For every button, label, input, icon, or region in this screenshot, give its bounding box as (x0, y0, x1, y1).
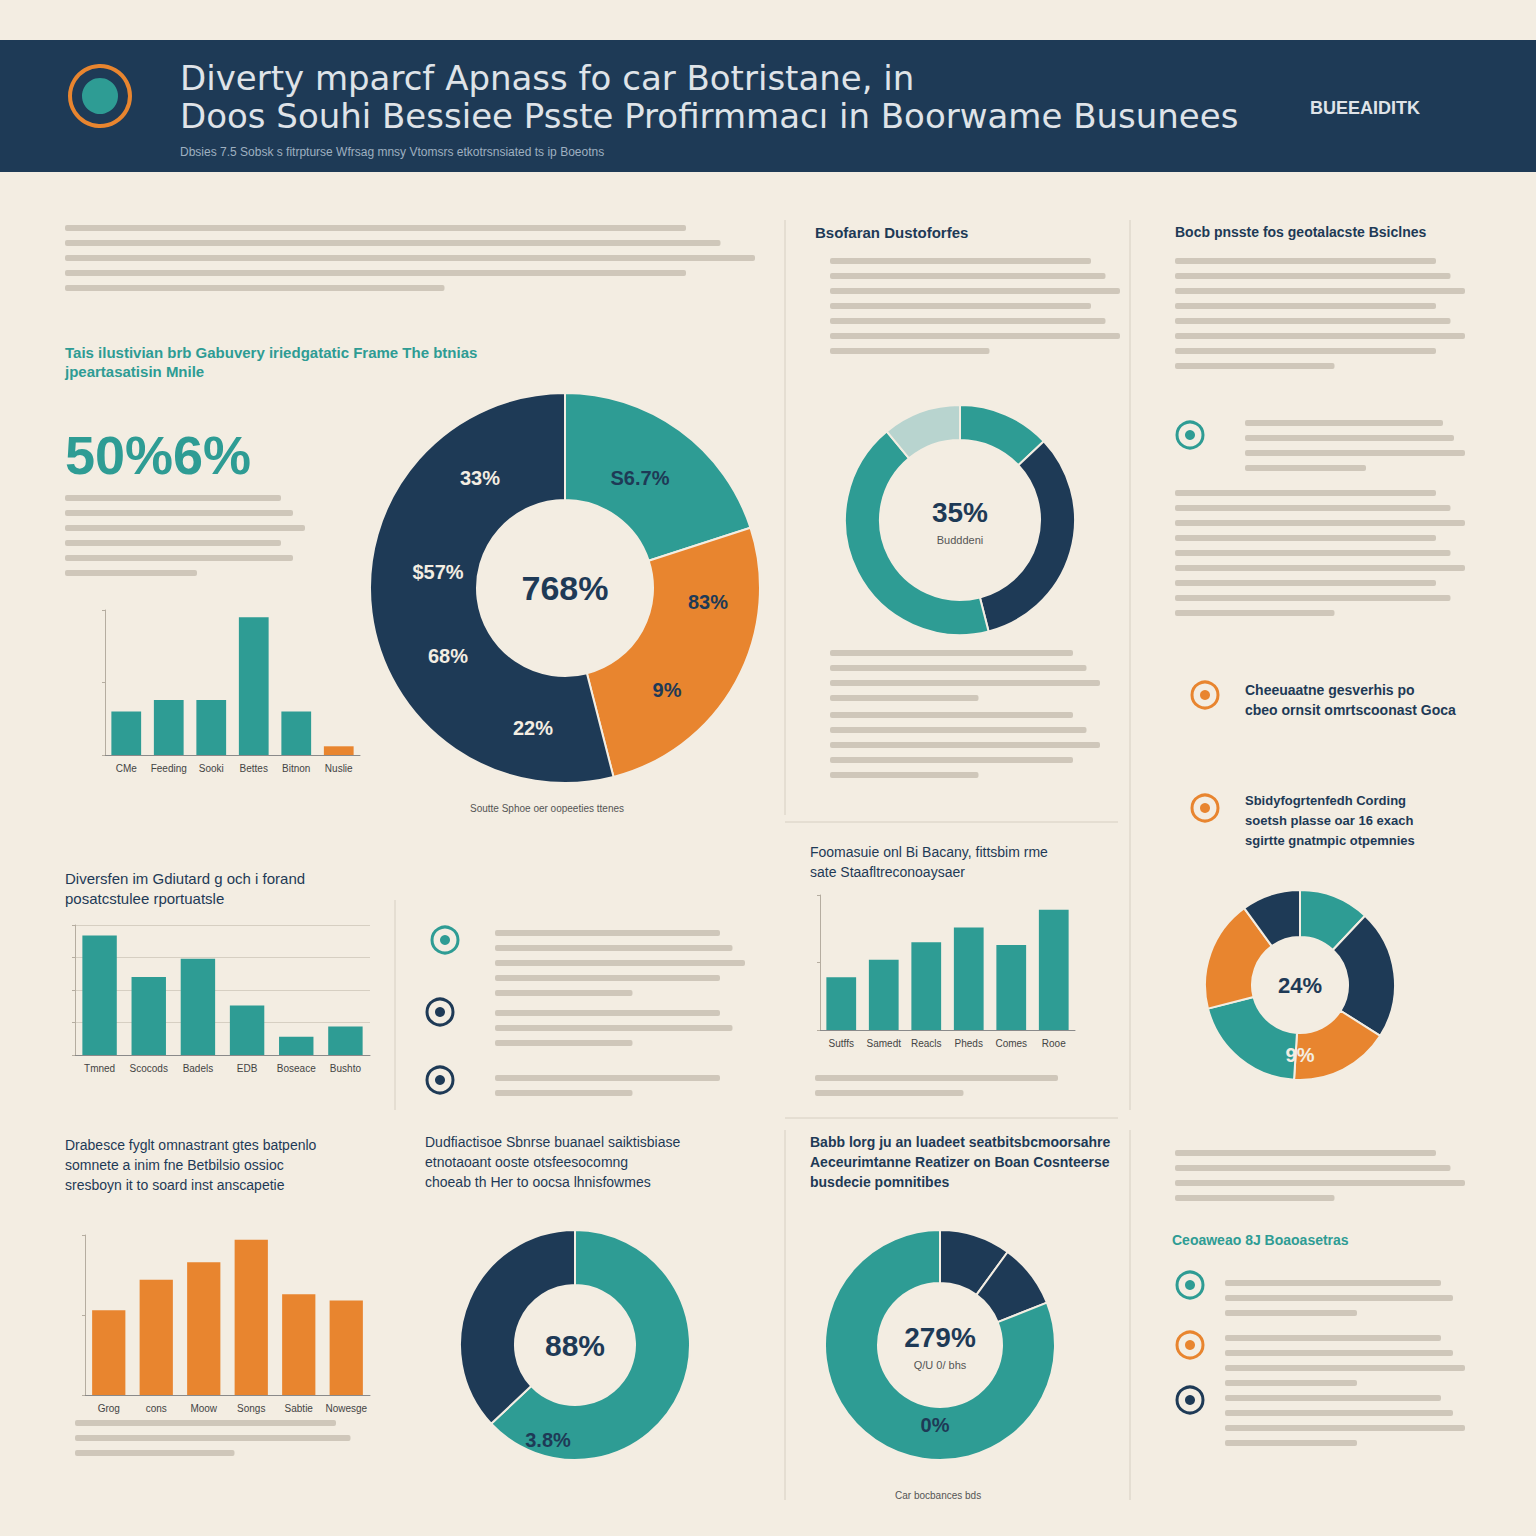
svg-text:Diverty mparcf Apnass fo car B: Diverty mparcf Apnass fo car Botristane,… (180, 58, 914, 98)
svg-text:3.8%: 3.8% (525, 1429, 571, 1451)
svg-text:Tais ilustivian brb Gabuvery i: Tais ilustivian brb Gabuvery iriedgatati… (65, 344, 477, 361)
svg-text:Songs: Songs (237, 1403, 265, 1414)
svg-text:0%: 0% (921, 1414, 950, 1436)
svg-text:9%: 9% (653, 679, 682, 701)
svg-text:busdecie pomnitibes: busdecie pomnitibes (810, 1174, 949, 1190)
svg-text:35%: 35% (932, 497, 988, 528)
svg-text:50%6%: 50%6% (65, 425, 251, 485)
svg-text:33%: 33% (460, 467, 500, 489)
svg-text:$57%: $57% (412, 561, 463, 583)
svg-text:jpeartasatisin Mnile: jpeartasatisin Mnile (64, 363, 204, 380)
svg-text:Grog: Grog (98, 1403, 120, 1414)
svg-text:Reacls: Reacls (911, 1038, 942, 1049)
svg-text:cbeo ornsit omrtscoonast Goca: cbeo ornsit omrtscoonast Goca (1245, 702, 1456, 718)
svg-text:sate Staafltreconoaysaer: sate Staafltreconoaysaer (810, 864, 965, 880)
svg-text:Sabtie: Sabtie (285, 1403, 314, 1414)
svg-text:Rooe: Rooe (1042, 1038, 1066, 1049)
svg-text:Foomasuie onl Bi Bacany, fitts: Foomasuie onl Bi Bacany, fittsbim rme (810, 844, 1048, 860)
svg-text:Samedt: Samedt (867, 1038, 902, 1049)
svg-text:768%: 768% (522, 569, 609, 607)
svg-text:EDB: EDB (237, 1063, 258, 1074)
svg-text:cons: cons (146, 1403, 167, 1414)
svg-text:Nowesge: Nowesge (325, 1403, 367, 1414)
svg-text:posatcstulee rportuatsle: posatcstulee rportuatsle (65, 890, 224, 907)
svg-text:Q/U 0/ bhs: Q/U 0/ bhs (914, 1359, 967, 1371)
svg-text:choeab th Her to oocsa lhnisfo: choeab th Her to oocsa lhnisfowmes (425, 1174, 651, 1190)
svg-text:etnotaoant ooste otsfeesocomng: etnotaoant ooste otsfeesocomng (425, 1154, 628, 1170)
svg-text:Badels: Badels (183, 1063, 214, 1074)
svg-text:Diversfen im Gdiutard g och i: Diversfen im Gdiutard g och i forand (65, 870, 305, 887)
svg-text:Soutte Sphoe oer oopeeties tte: Soutte Sphoe oer oopeeties ttenes (470, 803, 624, 814)
svg-text:Sutffs: Sutffs (829, 1038, 854, 1049)
svg-text:Moow: Moow (190, 1403, 217, 1414)
svg-text:Bettes: Bettes (240, 763, 268, 774)
svg-text:Feeding: Feeding (151, 763, 187, 774)
svg-text:68%: 68% (428, 645, 468, 667)
svg-text:CMe: CMe (116, 763, 138, 774)
svg-text:S6.7%: S6.7% (611, 467, 670, 489)
svg-text:Cheeuaatne gesverhis po: Cheeuaatne gesverhis po (1245, 682, 1415, 698)
svg-text:Sbidyfogrtenfedh Cording: Sbidyfogrtenfedh Cording (1245, 793, 1406, 808)
svg-text:Drabesce fyglt omnastrant gtes: Drabesce fyglt omnastrant gtes batpenlo (65, 1137, 317, 1153)
svg-text:Babb lorg ju an luadeet seatbi: Babb lorg ju an luadeet seatbitsbcmoorsa… (810, 1134, 1111, 1150)
svg-text:Car bocbances bds: Car bocbances bds (895, 1490, 981, 1501)
svg-text:sresboyn it to soard inst ansc: sresboyn it to soard inst anscapetie (65, 1177, 285, 1193)
svg-text:soetsh plasse oar 16 exach: soetsh plasse oar 16 exach (1245, 813, 1413, 828)
svg-text:Scocods: Scocods (130, 1063, 168, 1074)
svg-text:83%: 83% (688, 591, 728, 613)
svg-text:Doos Souhi Bessiee Psste Profi: Doos Souhi Bessiee Psste Profirmmacı in … (180, 96, 1238, 136)
svg-text:Nuslie: Nuslie (325, 763, 353, 774)
svg-text:Budddeni: Budddeni (937, 534, 984, 546)
svg-text:Comes: Comes (995, 1038, 1027, 1049)
svg-text:Tmned: Tmned (84, 1063, 115, 1074)
svg-text:88%: 88% (545, 1329, 605, 1362)
svg-text:22%: 22% (513, 717, 553, 739)
svg-text:Bsofaran Dustoforfes: Bsofaran Dustoforfes (815, 224, 968, 241)
svg-text:Dudfiactisoe Sbnrse buanael sa: Dudfiactisoe Sbnrse buanael saiktisbiase (425, 1134, 680, 1150)
svg-text:Aeceurimtanne Reatizer on Boan: Aeceurimtanne Reatizer on Boan Cosnteers… (810, 1154, 1110, 1170)
svg-text:Bocb pnsste fos geotalacste Bs: Bocb pnsste fos geotalacste Bsiclnes (1175, 224, 1427, 240)
svg-text:sgirtte gnatmpic otpemnies: sgirtte gnatmpic otpemnies (1245, 833, 1415, 848)
svg-text:Bushto: Bushto (330, 1063, 362, 1074)
svg-text:279%: 279% (904, 1322, 976, 1353)
svg-text:BUEEAIDITK: BUEEAIDITK (1310, 98, 1420, 118)
svg-text:Ceoaweao 8J Boaoasetras: Ceoaweao 8J Boaoasetras (1172, 1232, 1349, 1248)
svg-text:Boseace: Boseace (277, 1063, 316, 1074)
svg-text:Bitnon: Bitnon (282, 763, 310, 774)
svg-text:9%: 9% (1286, 1044, 1315, 1066)
svg-text:Pheds: Pheds (955, 1038, 983, 1049)
svg-text:24%: 24% (1278, 973, 1322, 998)
svg-text:somnete a inim fne Betbilsio o: somnete a inim fne Betbilsio ossioc (65, 1157, 284, 1173)
svg-text:Sooki: Sooki (199, 763, 224, 774)
svg-text:Dbsies 7.5 Sobsk s fitrpturse: Dbsies 7.5 Sobsk s fitrpturse Wfrsag mns… (180, 145, 604, 159)
